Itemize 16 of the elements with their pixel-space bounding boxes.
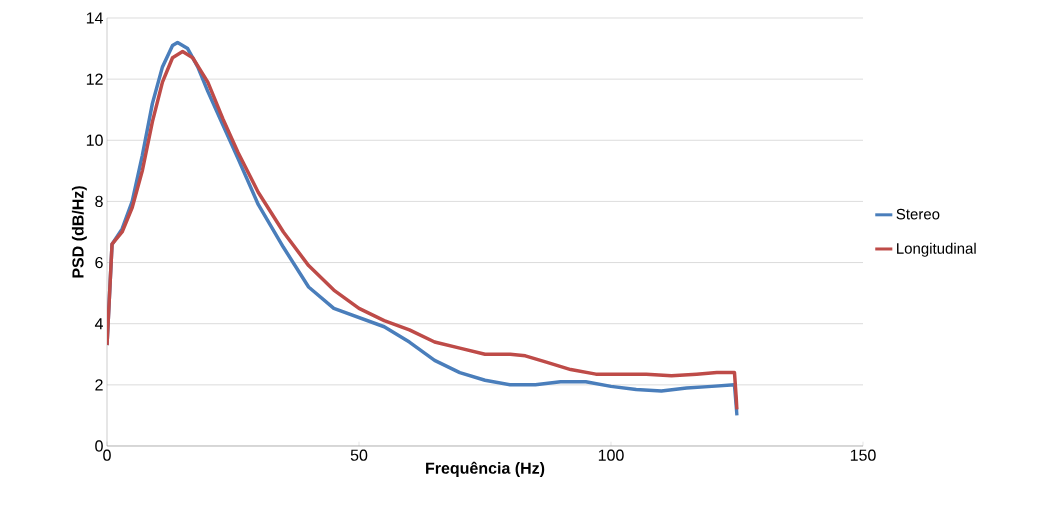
x-tick-label: 100 <box>598 449 624 461</box>
y-tick-label: 14 <box>86 12 103 24</box>
y-tick-label: 4 <box>94 318 103 330</box>
legend-label: Stereo <box>896 208 940 220</box>
y-tick-label: 0 <box>95 440 103 452</box>
y-tick-label: 8 <box>95 195 103 208</box>
y-tick-label: 2 <box>95 379 103 391</box>
y-tick-label: 10 <box>86 134 103 146</box>
y-axis-title: PSD (dB/Hz) <box>71 186 87 278</box>
legend-label: Longitudinal <box>897 242 976 257</box>
x-axis-title: Frequência (Hz) <box>426 461 545 477</box>
y-tick-label: 6 <box>95 256 103 269</box>
x-tick-label: 0 <box>103 449 111 461</box>
y-tick-label: 12 <box>86 73 103 85</box>
x-tick-label: 150 <box>850 449 876 461</box>
x-tick-label: 50 <box>350 449 368 461</box>
